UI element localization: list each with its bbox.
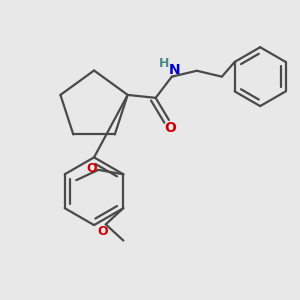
Text: O: O <box>164 121 176 135</box>
Text: O: O <box>87 162 97 175</box>
Text: N: N <box>169 63 181 77</box>
Text: H: H <box>158 57 169 70</box>
Text: O: O <box>98 225 108 238</box>
